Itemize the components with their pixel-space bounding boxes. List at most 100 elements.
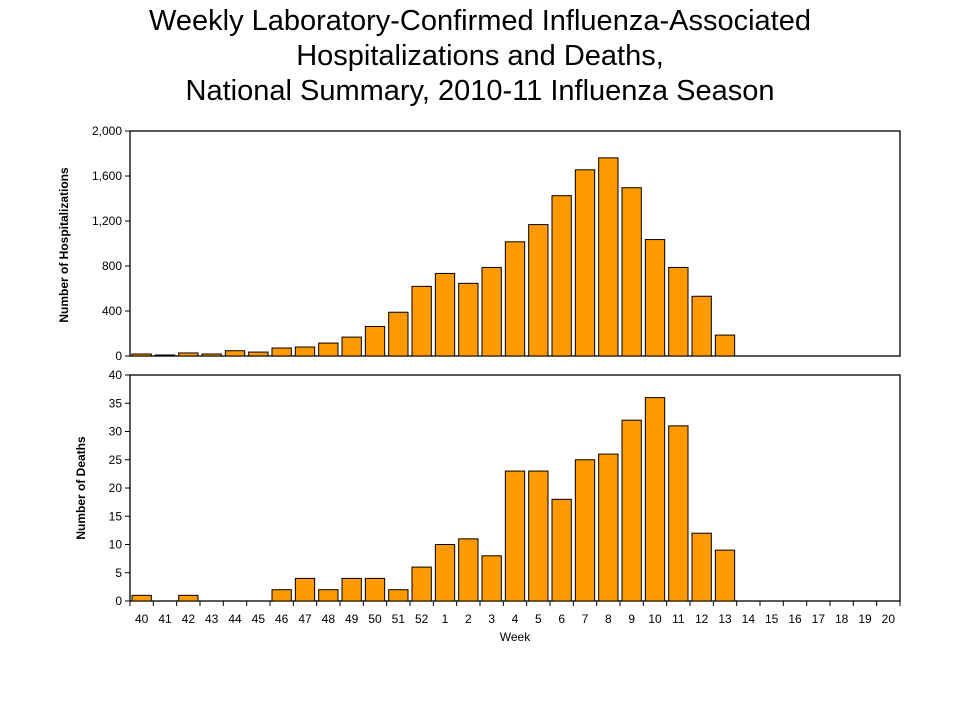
deaths-bar-week-52 bbox=[411, 566, 432, 602]
title-line: Weekly Laboratory-Confirmed Influenza-As… bbox=[149, 5, 811, 37]
hosp-bar-week-40 bbox=[131, 353, 152, 357]
deaths-bar-week-11 bbox=[668, 425, 689, 602]
x-tick-label: 45 bbox=[252, 612, 266, 626]
deaths-bar-week-50 bbox=[364, 577, 386, 602]
x-tick-label: 44 bbox=[228, 612, 242, 626]
hosp-bar-week-4 bbox=[504, 241, 526, 357]
x-tick-label: 7 bbox=[582, 612, 589, 626]
x-tick-label: 19 bbox=[858, 612, 872, 626]
hosp-bar-week-44 bbox=[224, 350, 246, 357]
deaths-y-tick-label: 40 bbox=[109, 368, 123, 382]
x-tick-label: 8 bbox=[605, 612, 612, 626]
x-tick-label: 48 bbox=[322, 612, 336, 626]
title-line: Hospitalizations and Deaths, bbox=[296, 40, 664, 72]
deaths-bar-week-47 bbox=[294, 577, 316, 602]
hosp-bar-week-52 bbox=[411, 285, 432, 357]
hosp-bar-week-2 bbox=[458, 282, 479, 357]
x-tick-label: 49 bbox=[345, 612, 359, 626]
x-tick-label: 47 bbox=[298, 612, 312, 626]
deaths-y-tick-label: 0 bbox=[115, 594, 122, 608]
deaths-y-tick-label: 20 bbox=[109, 481, 123, 495]
hosp-bar-week-48 bbox=[318, 342, 339, 357]
deaths-bar-week-4 bbox=[504, 470, 526, 602]
hosp-y-tick-label: 1,600 bbox=[92, 169, 122, 183]
x-tick-label: 11 bbox=[672, 612, 685, 626]
hosp-bar-week-10 bbox=[644, 239, 666, 357]
x-tick-label: 14 bbox=[742, 612, 756, 626]
hosp-bar-week-50 bbox=[364, 326, 386, 357]
hosp-bar-week-45 bbox=[248, 351, 269, 357]
x-tick-label: 2 bbox=[465, 612, 472, 626]
deaths-bar-week-6 bbox=[551, 498, 572, 602]
hosp-bar-week-43 bbox=[201, 353, 222, 357]
deaths-y-tick-label: 30 bbox=[109, 425, 123, 439]
hosp-bar-week-9 bbox=[621, 187, 642, 357]
x-tick-label: 43 bbox=[205, 612, 219, 626]
hosp-y-tick-label: 400 bbox=[102, 304, 122, 318]
deaths-bar-week-7 bbox=[574, 459, 596, 602]
x-tick-label: 1 bbox=[442, 612, 449, 626]
deaths-bar-week-51 bbox=[388, 589, 409, 602]
hosp-y-tick-label: 800 bbox=[102, 259, 122, 273]
hosp-bar-week-47 bbox=[294, 346, 316, 357]
deaths-bar-week-5 bbox=[528, 470, 549, 602]
x-tick-label: 6 bbox=[558, 612, 565, 626]
x-tick-label: 52 bbox=[415, 612, 429, 626]
hosp-bar-week-49 bbox=[341, 336, 362, 357]
x-tick-label: 50 bbox=[368, 612, 382, 626]
x-tick-label: 17 bbox=[812, 612, 826, 626]
title-line: National Summary, 2010-11 Influenza Seas… bbox=[185, 75, 775, 107]
x-tick-label: 5 bbox=[535, 612, 542, 626]
deaths-bar-week-42 bbox=[178, 594, 199, 602]
deaths-y-tick-label: 25 bbox=[109, 453, 123, 467]
x-tick-label: 16 bbox=[788, 612, 802, 626]
deaths-y-tick-label: 35 bbox=[109, 396, 123, 410]
hosp-bar-week-42 bbox=[178, 352, 199, 357]
hosp-bar-week-7 bbox=[574, 169, 596, 357]
x-tick-label: 15 bbox=[765, 612, 779, 626]
hosp-bar-week-5 bbox=[528, 224, 549, 357]
deaths-bar-week-2 bbox=[458, 538, 479, 602]
chart-title: Weekly Laboratory-Confirmed Influenza-As… bbox=[0, 4, 960, 109]
hosp-bar-week-6 bbox=[551, 195, 572, 357]
deaths-bar-week-46 bbox=[271, 589, 292, 602]
x-tick-label: 4 bbox=[512, 612, 519, 626]
hosp-bar-week-41 bbox=[154, 354, 176, 357]
hosp-y-tick-label: 0 bbox=[115, 349, 122, 363]
hosp-y-tick-label: 1,200 bbox=[92, 214, 122, 228]
x-axis-label: Week bbox=[500, 630, 531, 644]
deaths-bar-week-49 bbox=[341, 577, 362, 602]
x-tick-label: 10 bbox=[648, 612, 662, 626]
deaths-y-tick-label: 15 bbox=[109, 509, 123, 523]
x-tick-label: 40 bbox=[135, 612, 149, 626]
hosp-bar-week-13 bbox=[714, 334, 736, 357]
deaths-y-tick-label: 5 bbox=[115, 566, 122, 580]
x-tick-label: 20 bbox=[882, 612, 896, 626]
hosp-bar-week-11 bbox=[668, 266, 689, 357]
deaths-y-tick-label: 10 bbox=[109, 538, 123, 552]
x-tick-label: 13 bbox=[718, 612, 732, 626]
hosp-bar-week-3 bbox=[481, 266, 502, 357]
hosp-bar-week-1 bbox=[434, 272, 456, 357]
x-tick-label: 46 bbox=[275, 612, 289, 626]
deaths-bar-week-13 bbox=[714, 549, 736, 602]
deaths-bar-week-12 bbox=[691, 532, 712, 602]
x-tick-label: 41 bbox=[158, 612, 172, 626]
x-tick-label: 3 bbox=[488, 612, 495, 626]
deaths-bar-week-3 bbox=[481, 555, 502, 602]
deaths-y-axis-label: Number of Deaths bbox=[74, 436, 88, 540]
deaths-bar-week-1 bbox=[434, 544, 456, 602]
x-tick-label: 42 bbox=[182, 612, 196, 626]
hosp-y-tick-label: 2,000 bbox=[92, 124, 122, 138]
hosp-bar-week-8 bbox=[598, 157, 619, 357]
x-tick-label: 51 bbox=[392, 612, 406, 626]
x-tick-label: 18 bbox=[835, 612, 849, 626]
deaths-bar-week-10 bbox=[644, 397, 666, 602]
hosp-bar-week-12 bbox=[691, 295, 712, 357]
deaths-bar-week-48 bbox=[318, 589, 339, 602]
x-tick-label: 12 bbox=[695, 612, 709, 626]
x-tick-label: 9 bbox=[628, 612, 635, 626]
hosp-y-axis-label: Number of Hospitalizations bbox=[57, 167, 71, 323]
hosp-bar-week-46 bbox=[271, 347, 292, 357]
